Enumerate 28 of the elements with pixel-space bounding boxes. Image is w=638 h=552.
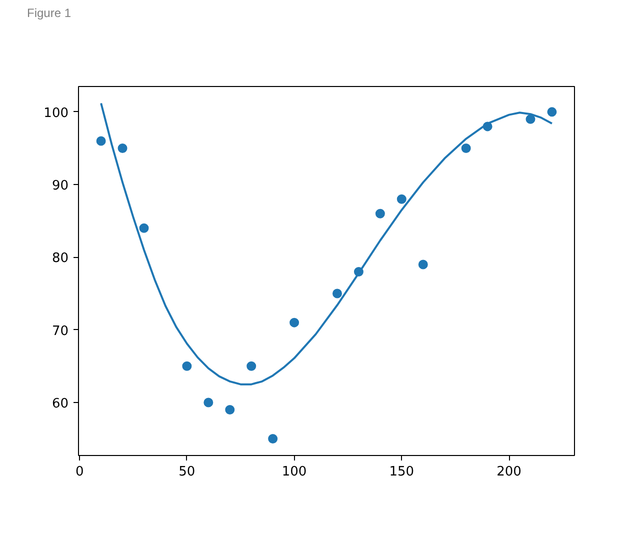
point [526, 114, 536, 124]
point [225, 404, 235, 414]
y-tick-label: 70 [52, 324, 69, 339]
y-tick-label: 80 [52, 251, 69, 266]
point [96, 136, 106, 146]
point [396, 194, 406, 204]
point [139, 223, 149, 233]
x-tick-label: 100 [282, 464, 307, 480]
point [204, 398, 214, 408]
point [547, 107, 557, 117]
x-tick-label: 0 [75, 464, 84, 480]
y-tick-label: 60 [52, 396, 69, 412]
point [118, 144, 128, 153]
point [182, 361, 192, 371]
y-tick-label: 90 [52, 178, 69, 194]
chart-title: Figure 1 [27, 5, 72, 22]
y-tick-label: 100 [44, 106, 69, 121]
point [375, 208, 385, 218]
x-tick-label: 50 [178, 464, 196, 480]
point [246, 361, 256, 371]
line-series [100, 102, 553, 386]
x-tick-label: 150 [389, 464, 414, 480]
point [268, 434, 278, 444]
point [418, 260, 428, 270]
point [461, 144, 471, 153]
point [332, 288, 342, 298]
point [290, 318, 300, 328]
x-tick-label: 200 [496, 464, 522, 480]
